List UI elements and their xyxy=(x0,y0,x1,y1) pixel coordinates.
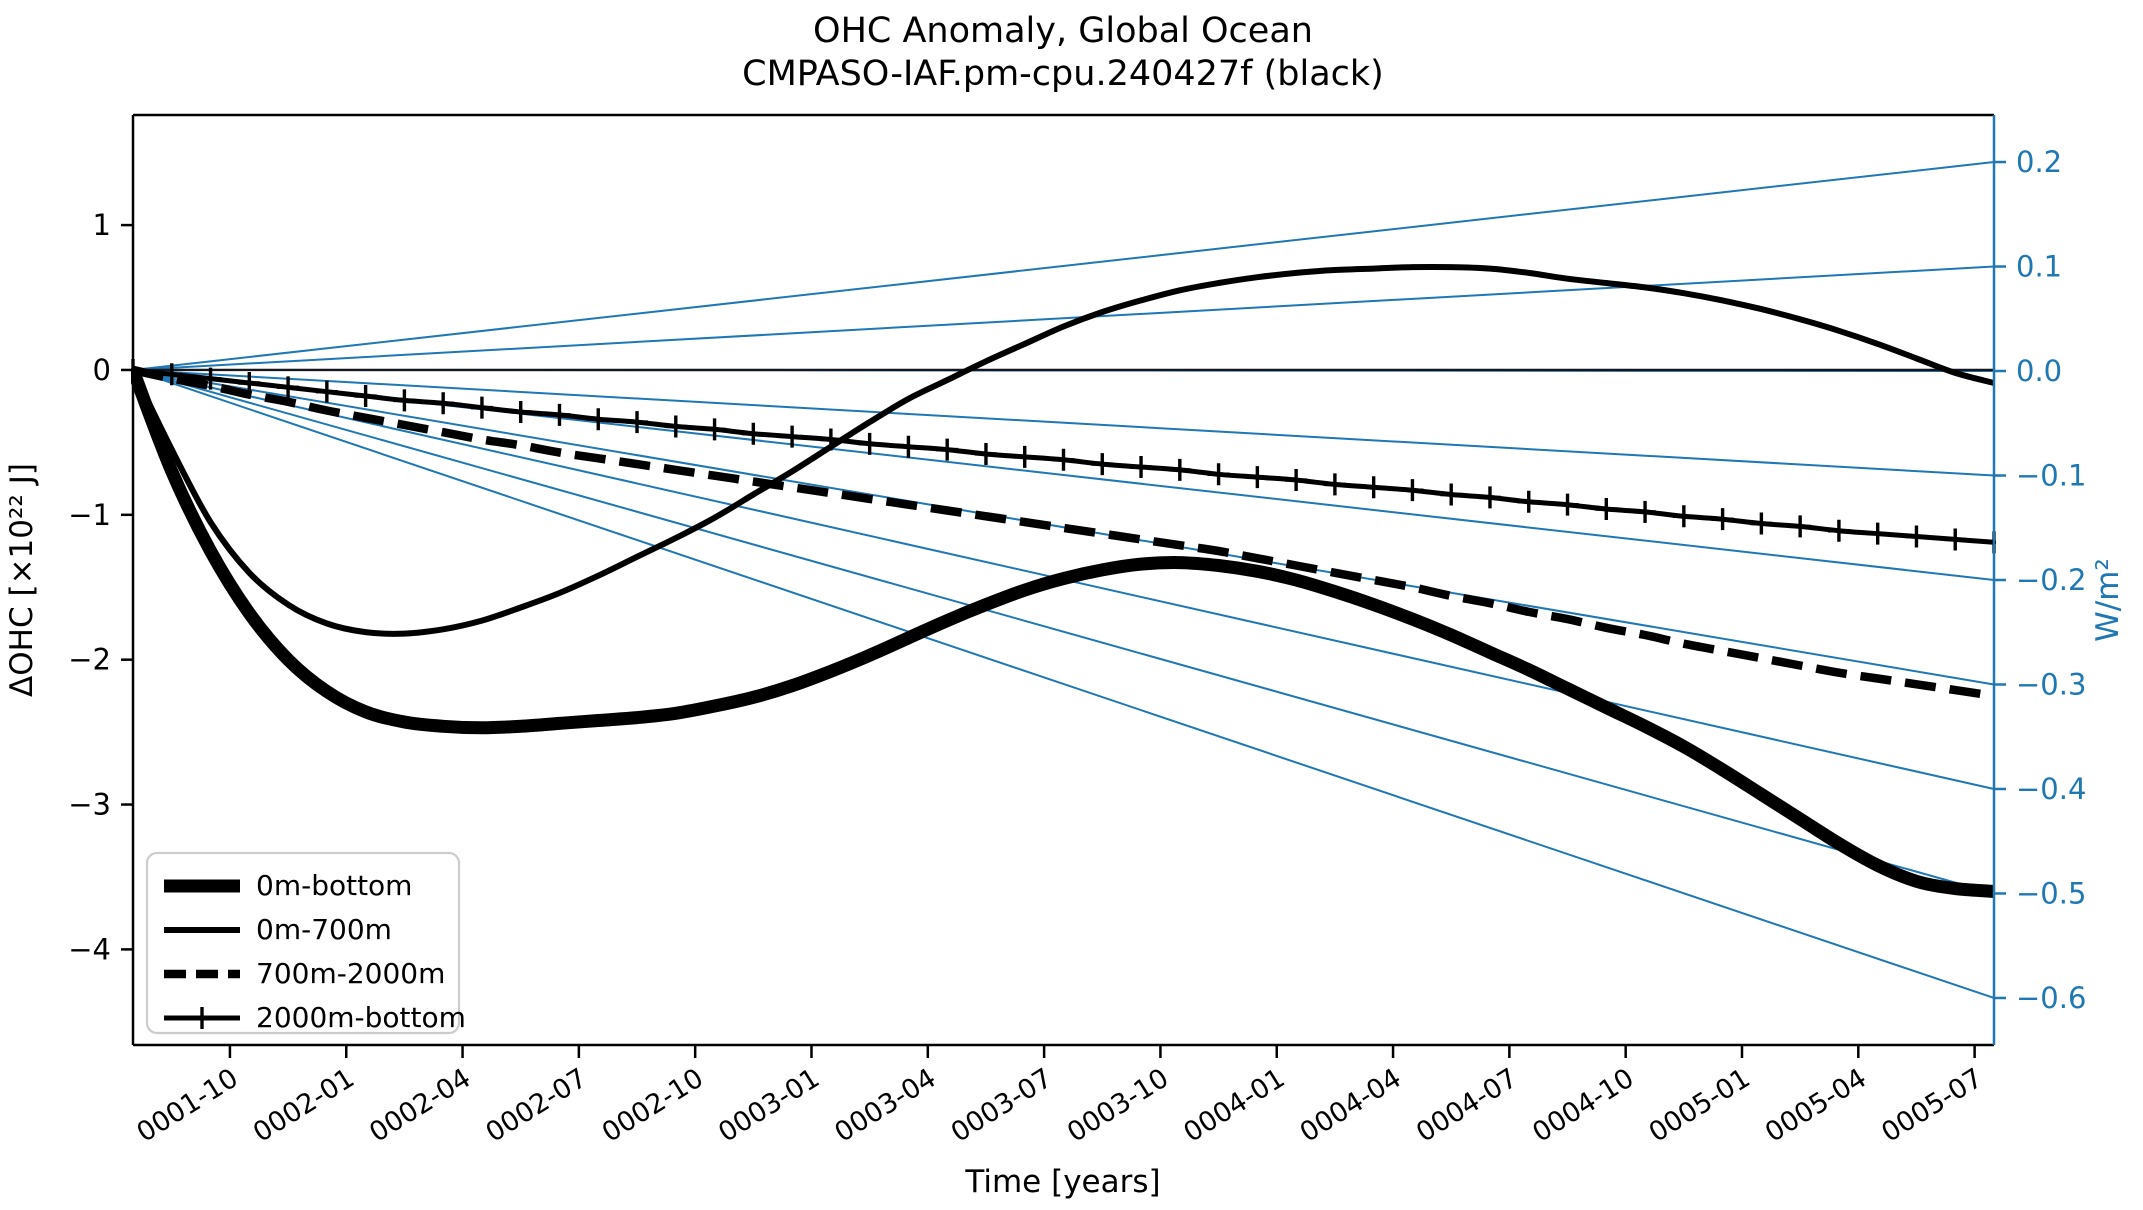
left-tick-label: −3 xyxy=(68,788,111,822)
x-tick-label: 0004-01 xyxy=(1178,1063,1290,1149)
legend-label-0m-bottom: 0m-bottom xyxy=(256,869,412,902)
y-axis-label-right: W/m² xyxy=(2090,558,2126,642)
left-axis-ticks: 1 0 −1 −2 −3 −4 xyxy=(68,208,133,966)
chart-title: OHC Anomaly, Global Ocean xyxy=(813,11,1313,51)
x-tick-label: 0003-01 xyxy=(713,1063,825,1149)
legend-box xyxy=(145,851,461,1035)
right-tick-label: −0.2 xyxy=(2016,563,2086,597)
x-tick-label: 0001-10 xyxy=(132,1063,244,1149)
x-axis-label: Time [years] xyxy=(964,1164,1160,1200)
right-tick-label: 0.2 xyxy=(2016,145,2062,179)
series-line-0m-700m xyxy=(131,263,1995,637)
x-tick-label: 0004-07 xyxy=(1411,1063,1523,1149)
legend-label-2000m-bottom: 2000m-bottom xyxy=(256,1001,466,1034)
x-tick-label: 0002-07 xyxy=(480,1063,592,1149)
x-tick-label: 0002-10 xyxy=(597,1063,709,1149)
right-tick-label: 0.1 xyxy=(2016,250,2062,284)
x-tick-label: 0003-10 xyxy=(1062,1063,1174,1149)
left-tick-label: −2 xyxy=(68,643,111,677)
x-tick-label: 0002-01 xyxy=(248,1063,360,1149)
right-tick-label: 0.0 xyxy=(2016,354,2062,388)
x-tick-label: 0004-04 xyxy=(1295,1063,1407,1149)
legend-label-0m-700m: 0m-700m xyxy=(256,913,392,946)
left-tick-label: −4 xyxy=(68,932,111,966)
data-curves xyxy=(131,263,1996,898)
reference-line--0.3wm2 xyxy=(132,368,1995,686)
reference-line--0.5wm2 xyxy=(132,368,1995,895)
legend-label-700m-2000m: 700m-2000m xyxy=(256,957,445,990)
reference-line-0.2wm2 xyxy=(132,161,1995,371)
reference-line--0.6wm2 xyxy=(132,369,1995,999)
right-tick-label: −0.4 xyxy=(2016,772,2086,806)
right-tick-label: −0.5 xyxy=(2016,876,2086,910)
left-tick-label: 1 xyxy=(93,208,111,242)
right-tick-label: −0.6 xyxy=(2016,981,2086,1015)
series-line-700m-2000m xyxy=(132,365,1995,701)
right-tick-label: −0.3 xyxy=(2016,667,2086,701)
x-tick-label: 0005-07 xyxy=(1876,1063,1988,1149)
series-line-0m-bottom xyxy=(131,367,1995,898)
left-tick-label: −1 xyxy=(68,498,111,532)
right-tick-label: −0.1 xyxy=(2016,459,2086,493)
legend: 0m-bottom 0m-700m 700m-2000m 2000m-bottom xyxy=(145,851,466,1035)
y-axis-label-left: ΔOHC [×10²² J] xyxy=(4,463,40,697)
reference-line--0.1wm2 xyxy=(132,368,1995,477)
x-tick-label: 0002-04 xyxy=(364,1063,476,1149)
left-tick-label: 0 xyxy=(93,353,111,387)
right-axis-ticks: 0.2 0.1 0.0 −0.1 −0.2 −0.3 −0.4 −0.5 −0.6 xyxy=(1994,145,2086,1015)
x-tick-label: 0005-01 xyxy=(1644,1063,1756,1149)
reference-line-0.1wm2 xyxy=(132,265,1995,371)
x-tick-label: 0005-04 xyxy=(1760,1063,1872,1149)
x-tick-label: 0003-04 xyxy=(829,1063,941,1149)
x-tick-label: 0003-07 xyxy=(946,1063,1058,1149)
series-markers-2000m-bottom xyxy=(131,358,1996,554)
chart-subtitle: CMPASO-IAF.pm-cpu.240427f (black) xyxy=(742,54,1384,94)
bottom-axis-ticks: 0001-10 0002-01 0002-04 0002-07 0002-10 0003-… xyxy=(132,1045,1988,1149)
x-tick-label: 0004-10 xyxy=(1527,1063,1639,1149)
